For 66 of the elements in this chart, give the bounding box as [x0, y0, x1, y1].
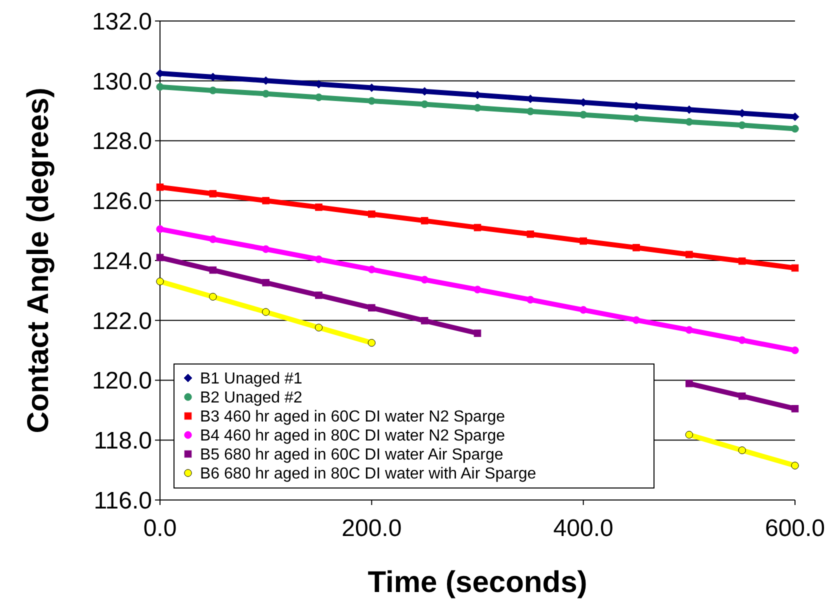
x-tick-label: 400.0 — [553, 515, 614, 542]
point — [685, 326, 694, 334]
y-tick-label: 132.0 — [92, 8, 152, 36]
point — [474, 224, 482, 232]
point — [209, 292, 217, 301]
point — [262, 308, 270, 316]
point — [474, 104, 482, 112]
legend-label: B3 460 hr aged in 60C DI water N2 Sparge — [200, 408, 506, 426]
y-tick-label: 130.0 — [92, 68, 152, 96]
y-tick-label: 126.0 — [92, 188, 152, 216]
point — [209, 235, 217, 244]
point — [474, 330, 482, 337]
point — [209, 86, 217, 94]
point — [474, 286, 482, 294]
point — [314, 324, 323, 332]
point — [791, 124, 799, 133]
y-axis-title: Contact Angle (degrees) — [22, 88, 55, 434]
x-tick-label: 0.0 — [143, 515, 177, 542]
point — [420, 317, 428, 324]
point — [368, 338, 376, 347]
x-axis-title: Time (seconds) — [368, 566, 588, 599]
point — [368, 210, 376, 218]
point — [738, 121, 746, 130]
point — [632, 244, 640, 252]
y-tick-label: 116.0 — [94, 487, 152, 514]
point — [632, 114, 640, 122]
y-tick-label: 120.0 — [92, 368, 152, 395]
point — [738, 392, 746, 400]
point — [685, 118, 694, 126]
point — [738, 257, 746, 265]
legend-label: B2 Unaged #2 — [200, 390, 302, 407]
legend-label: B4 460 hr aged in 80C DI water N2 Sparge — [200, 428, 506, 445]
point — [262, 245, 270, 253]
point — [791, 264, 799, 272]
point — [685, 430, 694, 439]
y-tick-label: 124.0 — [92, 248, 152, 275]
point — [420, 276, 428, 284]
point — [314, 93, 323, 102]
x-tick-label: 200.0 — [342, 515, 402, 542]
y-tick-label: 128.0 — [92, 128, 152, 156]
point — [579, 306, 588, 314]
point — [156, 278, 164, 286]
point — [156, 225, 164, 233]
point — [791, 462, 799, 470]
point — [209, 266, 217, 274]
point — [368, 97, 376, 105]
point — [156, 83, 164, 91]
point — [791, 405, 799, 412]
point — [791, 346, 799, 354]
legend-label: B6 680 hr aged in 80C DI water with Air Sparge — [200, 466, 536, 483]
point — [262, 196, 270, 204]
legend-label: B5 680 hr aged in 60C DI water Air Sparge — [200, 446, 504, 464]
point — [738, 446, 746, 454]
y-tick-label: 122.0 — [92, 308, 152, 335]
point — [156, 184, 164, 191]
y-tick-label: 118.0 — [94, 428, 152, 455]
point — [368, 266, 376, 274]
point — [632, 316, 640, 324]
point — [526, 108, 534, 116]
point — [738, 336, 746, 344]
legend-label: B1 Unaged #1 — [200, 370, 302, 388]
point — [526, 296, 534, 304]
x-tick-label: 600.0 — [764, 515, 826, 542]
point — [420, 100, 428, 108]
point — [686, 380, 693, 388]
point — [314, 255, 323, 264]
